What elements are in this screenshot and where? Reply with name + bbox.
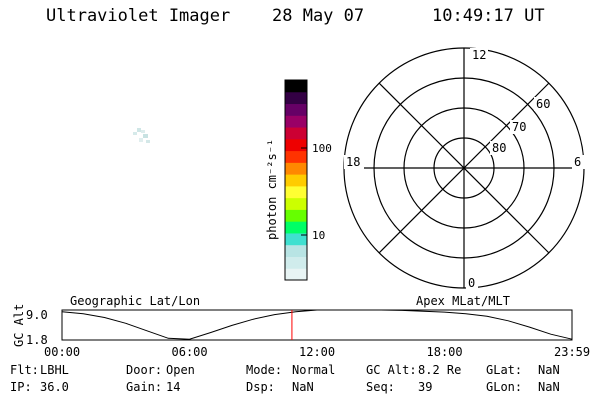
colorbar-segment [285,232,307,246]
info-key: GLon: [486,380,523,394]
colorbar-segment [285,91,307,105]
image-pixel [133,132,137,135]
colorbar-segment [285,150,307,163]
info-key: Mode: [246,363,283,377]
info-value: NaN [538,363,560,377]
colorbar-segment [285,197,307,210]
label-bg [572,155,586,169]
lat-label-80: 80 [492,141,506,155]
colorbar-segment [285,80,307,93]
info-value: Open [166,363,195,377]
label-bg [534,97,554,111]
colorbar-segment [285,244,307,257]
lat-label-60: 60 [536,97,550,111]
mlt-label-0: 0 [468,276,475,290]
label-bg [490,141,510,155]
label-bg [470,48,488,62]
colorbar: 100 10 photon cm⁻²s⁻¹ [265,79,332,281]
info-value: Normal [292,363,336,377]
altitude-timeline: GC Alt 9.0 1.8 [12,304,573,347]
lat-label-70: 70 [512,120,526,134]
xtick-label: 23:59 [554,345,591,359]
mlt-label-12: 12 [472,48,486,62]
info-key: Dsp: [246,380,275,394]
colorbar-segment [285,209,307,222]
date-label: 28 May 07 [272,6,365,26]
xtick-label: 00:00 [44,345,81,359]
time-label: 10:49:17 UT [432,6,545,26]
colorbar-segment [285,115,307,128]
colorbar-segment [285,127,307,140]
colorbar-segment [285,138,307,152]
info-key: IP: [10,380,32,394]
image-pixel [146,140,150,143]
label-bg [344,155,364,169]
colorbar-frame [284,79,308,281]
uv-image-blob [133,128,150,143]
colorbar-tick-label: 10 [312,229,325,242]
info-key: Gain: [126,380,163,394]
info-key: Seq: [366,380,395,394]
mlt-label-6: 6 [574,155,581,169]
colorbar-segment [285,162,307,175]
image-pixel [141,130,145,133]
xtick-label: 06:00 [171,345,208,359]
info-value: 8.2 Re [418,363,462,377]
colorbar-segment [285,103,307,116]
info-key: GLat: [486,363,523,377]
timeline-left-title: Geographic Lat/Lon [70,294,201,308]
label-bg [510,120,530,134]
polar-plot: 12 18 6 0 60 70 80 [343,47,586,290]
timeline-ylabel: GC Alt [12,304,26,347]
colorbar-segment [285,256,307,269]
info-key: Flt: [10,363,39,377]
mlt-label-18: 18 [346,155,360,169]
colorbar-label: photon cm⁻²s⁻¹ [265,139,279,240]
label-bg [466,276,478,289]
colorbar-segment [285,185,307,199]
image-pixel [143,134,148,138]
info-value: 14 [166,380,181,394]
polar-diagonal-2 [378,82,550,254]
ytick-label-low: 1.8 [26,333,48,347]
image-pixel [137,128,141,132]
ytick-label-high: 9.0 [26,308,48,322]
colorbar-segment [285,268,307,281]
info-value: LBHL [40,363,69,377]
timeline-frame [61,309,573,341]
colorbar-tick-label: 100 [312,142,332,155]
image-pixel [139,138,143,142]
info-value: 36.0 [40,380,69,394]
info-key: Door: [126,363,163,377]
xtick-label: 18:00 [426,345,463,359]
info-value: NaN [538,380,560,394]
xtick-label: 12:00 [299,345,336,359]
timeline-right-title: Apex MLat/MLT [416,294,510,308]
colorbar-segment [285,174,307,187]
colorbar-segment [285,221,307,234]
altitude-series-line [61,309,573,340]
info-key: GC Alt: [366,363,417,377]
info-value: NaN [292,380,314,394]
info-value: 39 [418,380,433,394]
instrument-title: Ultraviolet Imager [46,6,231,26]
